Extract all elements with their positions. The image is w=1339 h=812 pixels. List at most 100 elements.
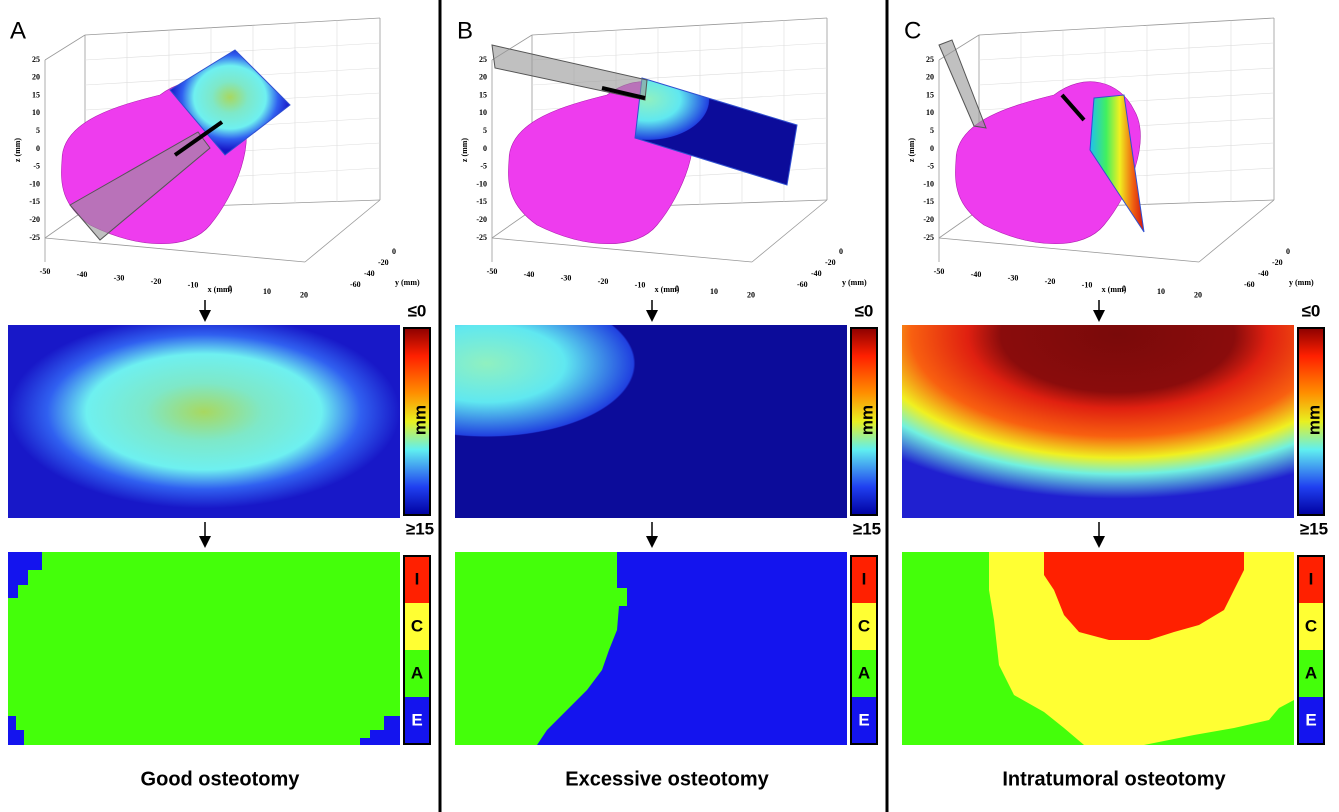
class-label: E (1305, 710, 1316, 729)
z-tick-label: -25 (29, 233, 40, 242)
class-label: E (858, 710, 869, 729)
class-label: C (1305, 616, 1317, 635)
x-tick-label: 20 (300, 291, 308, 300)
class-region (8, 552, 400, 745)
y-axis-label: y (mm) (842, 278, 867, 287)
colorbar-top: ≤0 (855, 301, 874, 320)
class-label: C (858, 616, 870, 635)
x-tick-label: -10 (1082, 280, 1093, 289)
colorbar-bottom: ≥15 (1300, 519, 1328, 538)
x-tick-label: -50 (487, 267, 498, 276)
y-tick-label: -20 (825, 258, 836, 267)
x-tick-label: -50 (40, 267, 51, 276)
z-tick-label: -25 (476, 233, 487, 242)
z-tick-label: -25 (923, 233, 934, 242)
colorbar-bottom: ≥15 (406, 519, 434, 538)
x-axis-label: x (mm) (655, 285, 680, 294)
distance-map (455, 325, 847, 518)
colorbar-unit: mm (410, 405, 429, 435)
x-tick-label: 10 (710, 287, 718, 296)
x-tick-label: 10 (263, 287, 271, 296)
x-tick-label: 10 (1157, 287, 1165, 296)
z-tick-label: -15 (923, 197, 934, 206)
z-tick-label: -5 (927, 162, 934, 171)
y-axis-label: y (mm) (395, 278, 420, 287)
z-tick-label: 15 (32, 90, 40, 99)
z-tick-label: 5 (930, 126, 934, 135)
z-tick-label: 20 (926, 73, 934, 82)
z-tick-label: -15 (29, 197, 40, 206)
z-tick-label: -20 (923, 215, 934, 224)
figure: A2520151050-5-10-15-20-25-50-40-30-20-10… (0, 0, 1339, 812)
caption: Intratumoral osteotomy (1002, 768, 1226, 790)
y-tick-label: -40 (1258, 269, 1269, 278)
colorbar-bottom: ≥15 (853, 519, 881, 538)
x-tick-label: -10 (635, 280, 646, 289)
x-tick-label: -20 (1045, 277, 1056, 286)
class-label: I (862, 569, 867, 588)
x-tick-label: -50 (934, 267, 945, 276)
colorbar-unit: mm (1304, 405, 1323, 435)
z-tick-label: 0 (483, 144, 487, 153)
distance-map (8, 325, 400, 518)
z-tick-label: -10 (476, 179, 487, 188)
z-tick-label: 20 (32, 73, 40, 82)
y-tick-label: 0 (392, 247, 396, 256)
class-label: I (1309, 569, 1314, 588)
z-tick-label: 10 (926, 108, 934, 117)
x-tick-label: -40 (77, 270, 88, 279)
x-tick-label: -20 (598, 277, 609, 286)
z-tick-label: 20 (479, 73, 487, 82)
x-tick-label: -10 (188, 280, 199, 289)
y-tick-label: 0 (1286, 247, 1290, 256)
y-axis-label: y (mm) (1289, 278, 1314, 287)
z-tick-label: 25 (926, 55, 934, 64)
class-label: A (858, 663, 870, 682)
y-tick-label: -60 (797, 280, 808, 289)
panel-letter: B (457, 17, 473, 44)
x-tick-label: -30 (1008, 274, 1019, 283)
z-tick-label: 5 (36, 126, 40, 135)
z-tick-label: -15 (476, 197, 487, 206)
z-tick-label: -5 (33, 162, 40, 171)
class-label: I (415, 569, 420, 588)
x-tick-label: -20 (151, 277, 162, 286)
x-tick-label: -30 (114, 274, 125, 283)
colorbar-top: ≤0 (408, 301, 427, 320)
colorbar-top: ≤0 (1302, 301, 1321, 320)
x-tick-label: 20 (747, 291, 755, 300)
class-label: A (1305, 663, 1317, 682)
class-label: E (411, 710, 422, 729)
z-tick-label: 10 (479, 108, 487, 117)
z-tick-label: -20 (29, 215, 40, 224)
z-tick-label: -20 (476, 215, 487, 224)
z-tick-label: 0 (930, 144, 934, 153)
z-tick-label: 15 (479, 90, 487, 99)
z-axis-label: z (mm) (460, 138, 469, 163)
x-tick-label: -40 (971, 270, 982, 279)
x-tick-label: 20 (1194, 291, 1202, 300)
caption: Excessive osteotomy (565, 768, 769, 790)
y-tick-label: -20 (1272, 258, 1283, 267)
panel-letter: A (10, 17, 26, 44)
y-tick-label: -20 (378, 258, 389, 267)
y-tick-label: -40 (811, 269, 822, 278)
x-tick-label: -30 (561, 274, 572, 283)
x-axis-label: x (mm) (1102, 285, 1127, 294)
z-axis-label: z (mm) (907, 138, 916, 163)
distance-map (902, 325, 1294, 518)
z-tick-label: 10 (32, 108, 40, 117)
x-axis-label: x (mm) (208, 285, 233, 294)
y-tick-label: 0 (839, 247, 843, 256)
z-tick-label: -10 (923, 179, 934, 188)
z-tick-label: 25 (32, 55, 40, 64)
z-axis-label: z (mm) (13, 138, 22, 163)
y-tick-label: -40 (364, 269, 375, 278)
panel-letter: C (904, 17, 921, 44)
z-tick-label: -5 (480, 162, 487, 171)
y-tick-label: -60 (350, 280, 361, 289)
class-label: A (411, 663, 423, 682)
z-tick-label: 25 (479, 55, 487, 64)
z-tick-label: 15 (926, 90, 934, 99)
colorbar-unit: mm (857, 405, 876, 435)
